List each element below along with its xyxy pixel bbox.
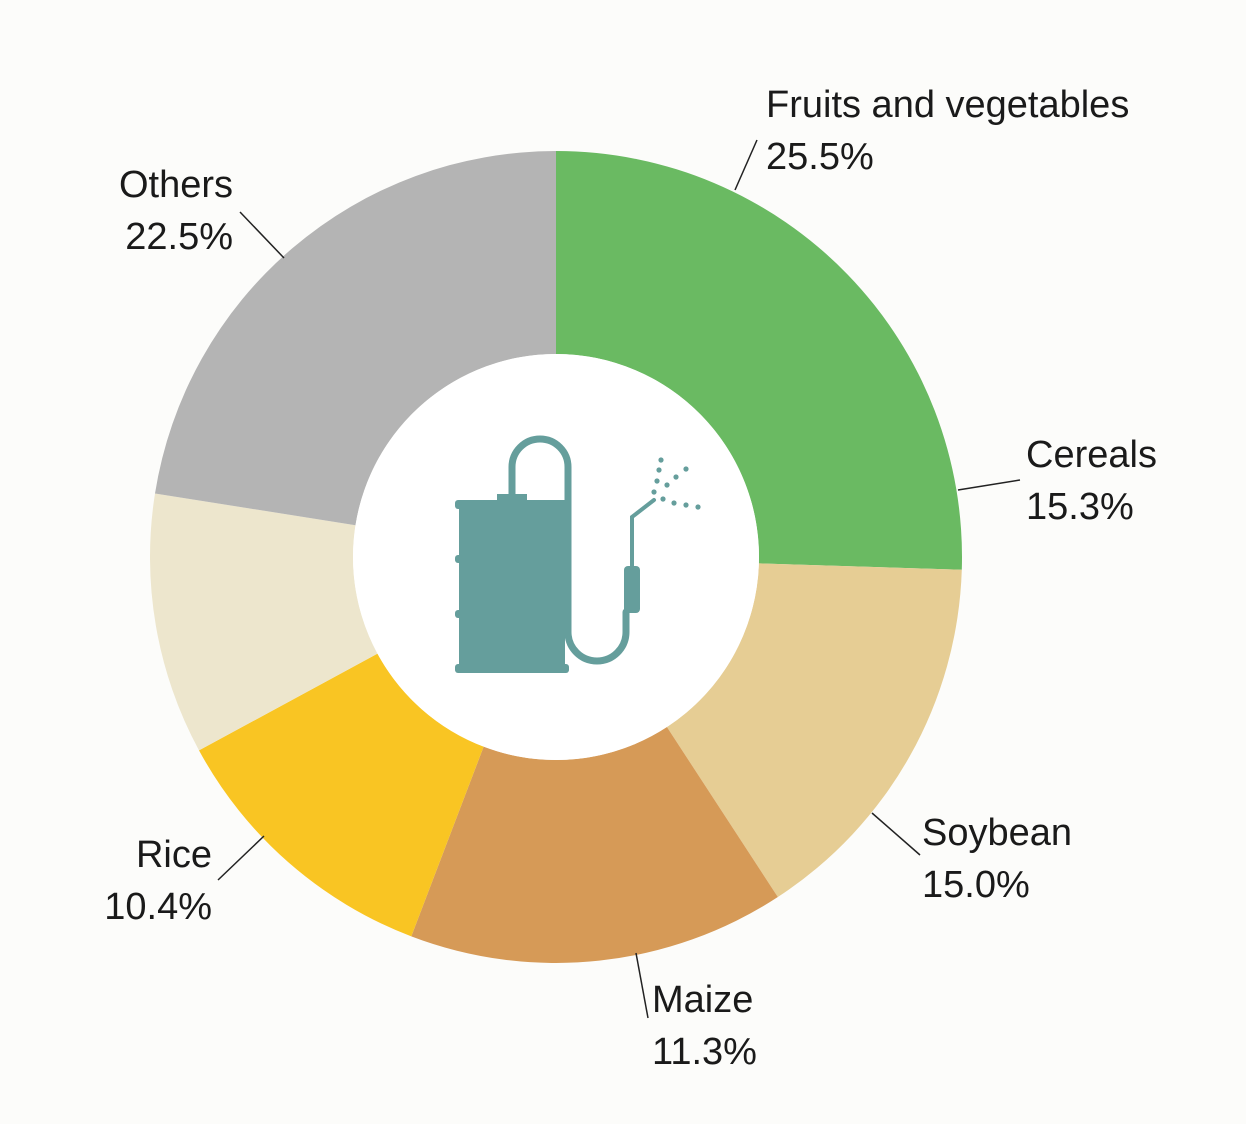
- leader-line: [734, 139, 758, 191]
- value-label: 25.5%: [766, 136, 874, 178]
- category-label: Others: [119, 164, 233, 206]
- leader-lines: [217, 139, 1021, 1019]
- slice-rice: [150, 493, 378, 751]
- value-label: 15.0%: [922, 864, 1030, 906]
- category-label: Rice: [136, 834, 212, 876]
- value-label: 22.5%: [125, 216, 233, 258]
- slice-labels: Fruits and vegetables 25.5% Cereals 15.3% So…: [104, 84, 1157, 1073]
- leader-line: [957, 479, 1021, 491]
- pesticide-sprayer-icon: [455, 435, 701, 673]
- slice-cereals: [666, 563, 962, 898]
- leader-line: [635, 952, 649, 1019]
- category-label: Soybean: [922, 812, 1072, 854]
- value-label: 10.4%: [104, 886, 212, 928]
- slice-fruits-and-vegetables: [556, 151, 963, 570]
- slice-others: [154, 151, 556, 526]
- value-label: 11.3%: [652, 1031, 757, 1073]
- value-label: 15.3%: [1026, 486, 1134, 528]
- leader-line: [871, 812, 921, 856]
- category-label: Cereals: [1026, 434, 1157, 476]
- category-label: Maize: [652, 979, 753, 1021]
- slice-soybean: [411, 727, 778, 963]
- leader-line: [239, 211, 285, 259]
- category-label: Fruits and vegetables: [766, 84, 1129, 126]
- slice-maize: [198, 653, 484, 937]
- donut-slices: [150, 151, 963, 963]
- leader-line: [217, 835, 265, 881]
